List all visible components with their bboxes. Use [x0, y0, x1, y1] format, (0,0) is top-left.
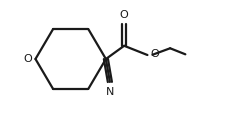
- Text: O: O: [150, 49, 158, 59]
- Text: O: O: [23, 54, 32, 64]
- Text: N: N: [105, 87, 114, 97]
- Text: O: O: [119, 10, 128, 20]
